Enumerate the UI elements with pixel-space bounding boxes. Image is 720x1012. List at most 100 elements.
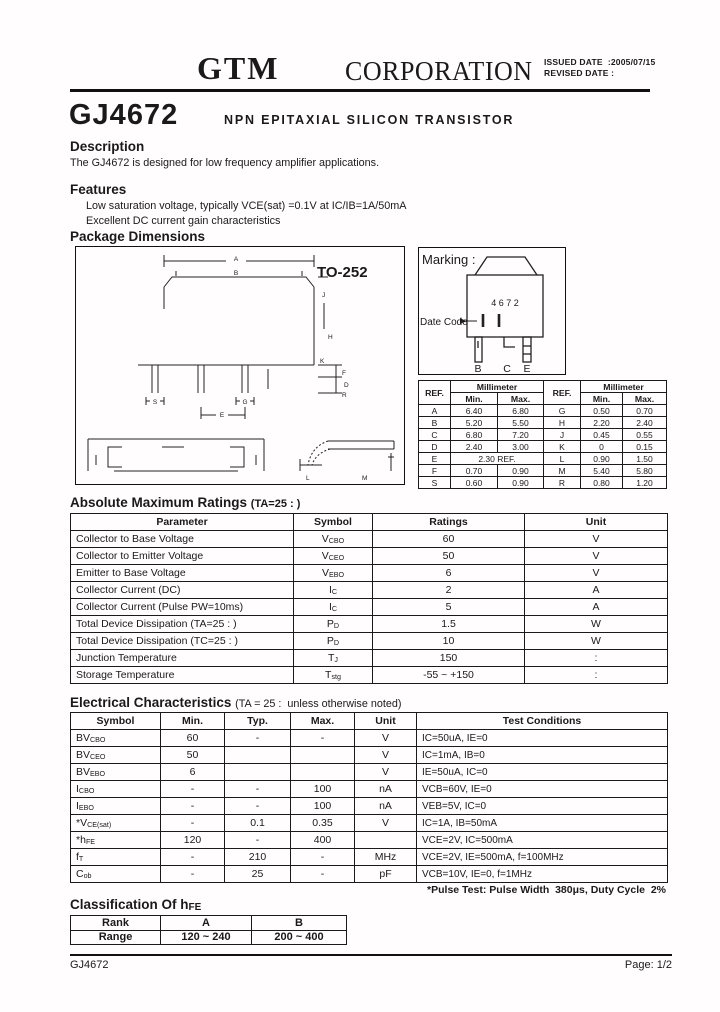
symbol-main: I xyxy=(76,800,79,812)
unit-cell: W xyxy=(524,632,668,650)
unit-cell: V xyxy=(354,763,417,781)
symbol-cell: fT xyxy=(70,848,161,866)
symbol-cell: *hFE xyxy=(70,831,161,849)
unit-cell: W xyxy=(524,615,668,633)
max-cell: 7.20 xyxy=(497,428,544,441)
test-conditions-cell: VCB=60V, IE=0 xyxy=(416,780,668,798)
symbol-main: I xyxy=(328,584,332,596)
rating-cell: 150 xyxy=(372,649,525,667)
parameter-cell: Total Device Dissipation (TA=25 : ) xyxy=(70,615,294,633)
symbol-main: V xyxy=(321,567,329,579)
min-cell: 0.45 xyxy=(580,428,623,441)
table-row: Collector to Base Voltage VCBO 60 V xyxy=(70,530,668,548)
rating-cell: 10 xyxy=(372,632,525,650)
table-row: REF. Millimeter REF. Millimeter xyxy=(418,380,667,405)
dim-label-g: G xyxy=(242,399,247,406)
symbol-main: P xyxy=(326,618,334,630)
max-cell: 0.55 xyxy=(622,428,667,441)
typ-header: Typ. xyxy=(224,712,291,730)
unit-cell: V xyxy=(524,547,668,565)
ref-cell: F xyxy=(418,464,451,477)
heading-text: Electrical Characteristics xyxy=(70,695,232,710)
pin-label-base: B xyxy=(474,363,481,373)
rating-cell: 6 xyxy=(372,564,525,582)
dim-label-l: L xyxy=(306,475,310,482)
table-row: A 6.40 6.80 G 0.50 0.70 xyxy=(418,404,667,417)
symbol-subscript: J xyxy=(334,656,338,664)
ratings-header: Ratings xyxy=(372,513,525,531)
symbol-cell: VEBO xyxy=(293,564,373,582)
symbol-cell: BVCBO xyxy=(70,729,161,747)
symbol-main: I xyxy=(328,601,332,613)
marking-heading: Marking : xyxy=(422,252,475,267)
table-row: S 0.60 0.90 R 0.80 1.20 xyxy=(418,476,667,489)
max-cell: 0.15 xyxy=(622,440,667,453)
min-cell: 60 xyxy=(160,729,225,747)
table-row: Total Device Dissipation (TA=25 : ) PD 1… xyxy=(70,615,668,633)
revised-date: REVISED DATE : xyxy=(544,68,615,78)
max-header: Max. xyxy=(497,392,544,405)
heading-condition: (TA = 25 : unless otherwise noted) xyxy=(235,698,402,710)
symbol-cell: PD xyxy=(293,615,373,633)
table-header-row: Symbol Min. Typ. Max. Unit Test Conditio… xyxy=(70,712,668,730)
min-cell: 2.40 xyxy=(450,440,498,453)
test-conditions-cell: VEB=5V, IC=0 xyxy=(416,797,668,815)
table-row: D 2.40 3.00 K 0 0.15 xyxy=(418,440,667,453)
table-row: B 5.20 5.50 H 2.20 2.40 xyxy=(418,416,667,429)
max-cell: 6.80 xyxy=(497,404,544,417)
symbol-cell: VCBO xyxy=(293,530,373,548)
symbol-subscript: CEO xyxy=(90,753,106,761)
symbol-subscript: CBO xyxy=(328,537,345,545)
max-cell: 2.40 xyxy=(622,416,667,429)
max-header: Max. xyxy=(622,392,667,405)
max-cell: 400 xyxy=(290,831,355,849)
symbol-subscript: CEO xyxy=(328,554,345,562)
parameter-cell: Collector to Emitter Voltage xyxy=(70,547,294,565)
package-dimensions-heading: Package Dimensions xyxy=(70,229,206,244)
rank-a-cell: A xyxy=(160,915,252,931)
max-cell xyxy=(290,763,355,781)
header-rule xyxy=(70,89,650,92)
symbol-main: *h xyxy=(76,834,86,846)
dim-label-e: E xyxy=(220,412,225,419)
test-conditions-cell: IC=1A, IB=50mA xyxy=(416,814,668,832)
typ-cell xyxy=(224,746,291,764)
max-cell: 0.70 xyxy=(622,404,667,417)
company-name: CORPORATION xyxy=(345,56,533,87)
unit-cell: A xyxy=(524,598,668,616)
min-cell: 5.40 xyxy=(580,464,623,477)
unit-cell: V xyxy=(524,564,668,582)
table-row: BVCBO 60 - - V IC=50uA, IE=0 xyxy=(70,729,668,747)
ref-cell: G xyxy=(543,404,581,417)
ref-cell: S xyxy=(418,476,451,489)
min-cell: 0.90 xyxy=(580,452,623,465)
test-conditions-cell: IC=1mA, IB=0 xyxy=(416,746,668,764)
symbol-main: f xyxy=(76,851,79,863)
rank-b-cell: B xyxy=(251,915,347,931)
part-number-title: GJ4672 xyxy=(69,99,179,131)
rating-cell: 2 xyxy=(372,581,525,599)
parameter-cell: Total Device Dissipation (TC=25 : ) xyxy=(70,632,294,650)
min-cell: 5.20 xyxy=(450,416,498,429)
table-row: E 2.30 REF. L 0.90 1.50 xyxy=(418,452,667,465)
unit-cell: V xyxy=(524,530,668,548)
symbol-main: P xyxy=(326,635,334,647)
test-conditions-cell: VCE=2V, IC=500mA xyxy=(416,831,668,849)
symbol-main: *V xyxy=(76,817,88,829)
parameter-header: Parameter xyxy=(70,513,294,531)
dim-label-b: B xyxy=(234,270,238,277)
test-conditions-header: Test Conditions xyxy=(416,712,668,730)
unit-cell: V xyxy=(354,814,417,832)
symbol-main: V xyxy=(321,533,329,545)
table-row: BVEBO 6 V IE=50uA, IC=0 xyxy=(70,763,668,781)
range-b-cell: 200 ~ 400 xyxy=(251,929,347,945)
min-header: Min. xyxy=(580,392,623,405)
table-row: ICBO - - 100 nA VCB=60V, IE=0 xyxy=(70,780,668,798)
dim-label-f: F xyxy=(342,370,346,377)
table-row: *hFE 120 - 400 VCE=2V, IC=500mA xyxy=(70,831,668,849)
symbol-cell: IC xyxy=(293,598,373,616)
table-row: *VCE(sat) - 0.1 0.35 V IC=1A, IB=50mA xyxy=(70,814,668,832)
absolute-maximum-ratings-table: Parameter Symbol Ratings Unit Collector … xyxy=(70,513,668,684)
table-header-row: Parameter Symbol Ratings Unit xyxy=(70,513,668,531)
table-row: Collector to Emitter Voltage VCEO 50 V xyxy=(70,547,668,565)
